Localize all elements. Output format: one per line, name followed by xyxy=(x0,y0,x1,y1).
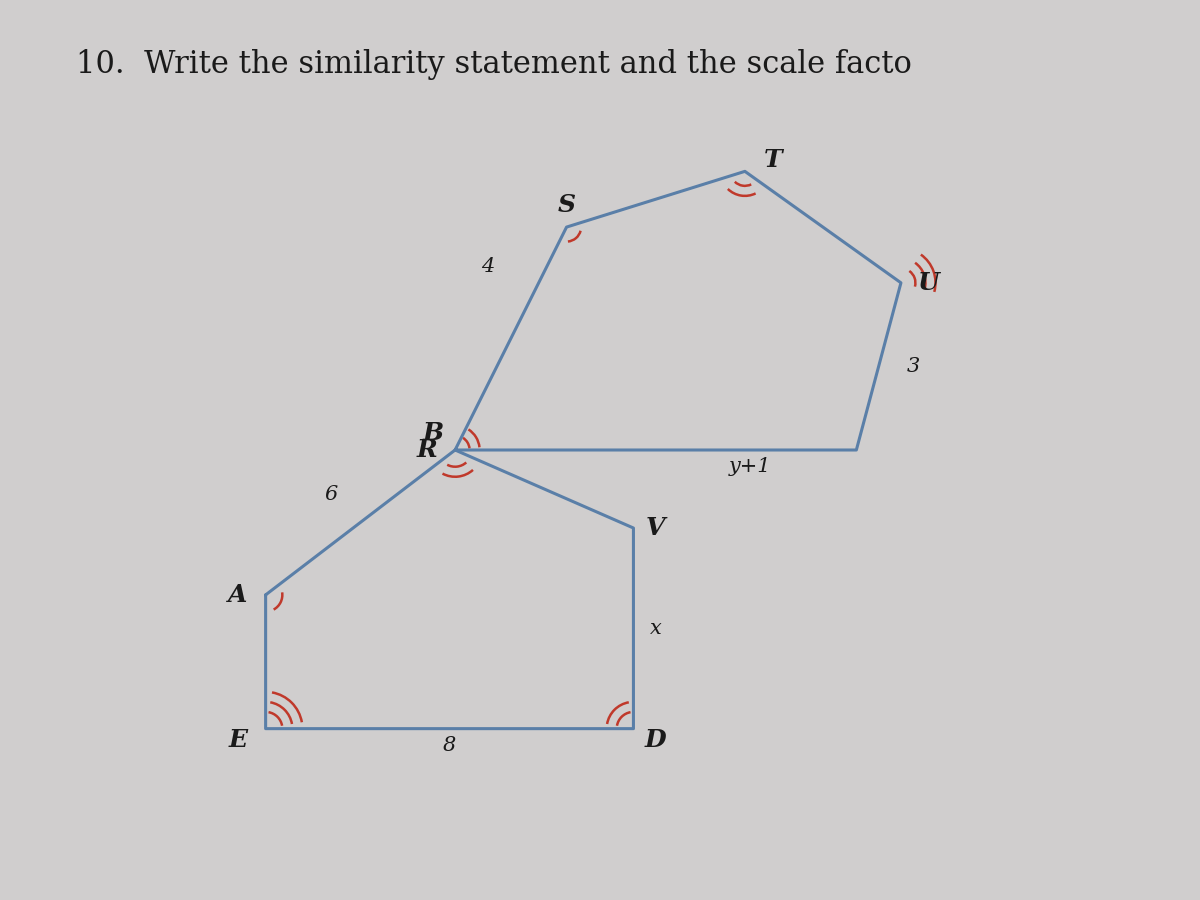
Text: E: E xyxy=(228,728,247,752)
Text: A: A xyxy=(228,583,247,607)
Text: V: V xyxy=(646,516,666,540)
Text: R: R xyxy=(416,438,438,462)
Text: y+1: y+1 xyxy=(730,457,772,476)
Text: S: S xyxy=(558,193,576,217)
Text: 4: 4 xyxy=(481,256,494,275)
Text: T: T xyxy=(763,148,782,172)
Text: x: x xyxy=(650,619,662,638)
Text: 8: 8 xyxy=(443,736,456,755)
Text: D: D xyxy=(644,728,666,752)
Text: 3: 3 xyxy=(906,357,919,376)
Text: B: B xyxy=(422,421,443,446)
Text: U: U xyxy=(918,271,940,295)
Text: 10.  Write the similarity statement and the scale facto: 10. Write the similarity statement and t… xyxy=(76,49,912,80)
Text: 6: 6 xyxy=(325,485,338,504)
